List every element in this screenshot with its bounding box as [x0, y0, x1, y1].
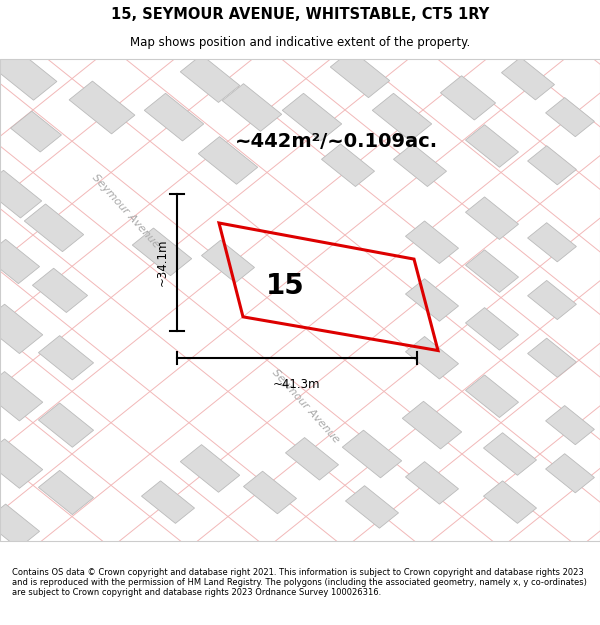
Polygon shape [25, 204, 83, 252]
Polygon shape [527, 281, 577, 319]
Polygon shape [244, 471, 296, 514]
Polygon shape [527, 222, 577, 262]
Polygon shape [466, 125, 518, 168]
Polygon shape [527, 146, 577, 185]
Polygon shape [38, 403, 94, 448]
Polygon shape [142, 481, 194, 523]
Polygon shape [32, 268, 88, 312]
Polygon shape [545, 406, 595, 445]
Polygon shape [484, 481, 536, 523]
Polygon shape [0, 170, 41, 218]
Polygon shape [406, 462, 458, 504]
Polygon shape [181, 55, 239, 102]
Text: Map shows position and indicative extent of the property.: Map shows position and indicative extent… [130, 36, 470, 49]
Polygon shape [38, 336, 94, 380]
Polygon shape [0, 304, 43, 354]
Polygon shape [466, 250, 518, 292]
Polygon shape [0, 372, 43, 421]
Text: ~41.3m: ~41.3m [273, 378, 321, 391]
Polygon shape [202, 240, 254, 282]
Text: Seymour Avenue: Seymour Avenue [271, 367, 341, 444]
Polygon shape [0, 48, 57, 100]
Polygon shape [286, 438, 338, 480]
Text: ~34.1m: ~34.1m [155, 239, 169, 286]
Polygon shape [484, 432, 536, 475]
Polygon shape [466, 197, 518, 239]
Polygon shape [373, 93, 431, 141]
Polygon shape [0, 239, 40, 284]
Polygon shape [133, 228, 191, 276]
Polygon shape [406, 336, 458, 379]
Polygon shape [11, 111, 61, 152]
Polygon shape [545, 454, 595, 493]
Polygon shape [406, 279, 458, 321]
Text: ~442m²/~0.109ac.: ~442m²/~0.109ac. [235, 132, 437, 151]
Polygon shape [346, 486, 398, 528]
Polygon shape [466, 308, 518, 350]
Polygon shape [466, 375, 518, 418]
Polygon shape [343, 430, 401, 478]
Polygon shape [223, 84, 281, 131]
Polygon shape [0, 439, 43, 488]
Polygon shape [440, 76, 496, 120]
Polygon shape [527, 338, 577, 377]
Text: Seymour Avenue: Seymour Avenue [91, 172, 161, 250]
Polygon shape [199, 137, 257, 184]
Polygon shape [331, 50, 389, 98]
Polygon shape [283, 93, 341, 141]
Text: Contains OS data © Crown copyright and database right 2021. This information is : Contains OS data © Crown copyright and d… [12, 568, 587, 598]
Text: 15, SEYMOUR AVENUE, WHITSTABLE, CT5 1RY: 15, SEYMOUR AVENUE, WHITSTABLE, CT5 1RY [111, 8, 489, 22]
Polygon shape [38, 471, 94, 514]
Polygon shape [403, 401, 461, 449]
Polygon shape [502, 58, 554, 100]
Polygon shape [394, 144, 446, 186]
Polygon shape [145, 93, 203, 141]
Text: 15: 15 [266, 271, 304, 299]
Polygon shape [406, 221, 458, 264]
Polygon shape [181, 444, 239, 493]
Polygon shape [322, 144, 374, 186]
Polygon shape [69, 81, 135, 134]
Polygon shape [545, 98, 595, 137]
Polygon shape [0, 504, 40, 548]
